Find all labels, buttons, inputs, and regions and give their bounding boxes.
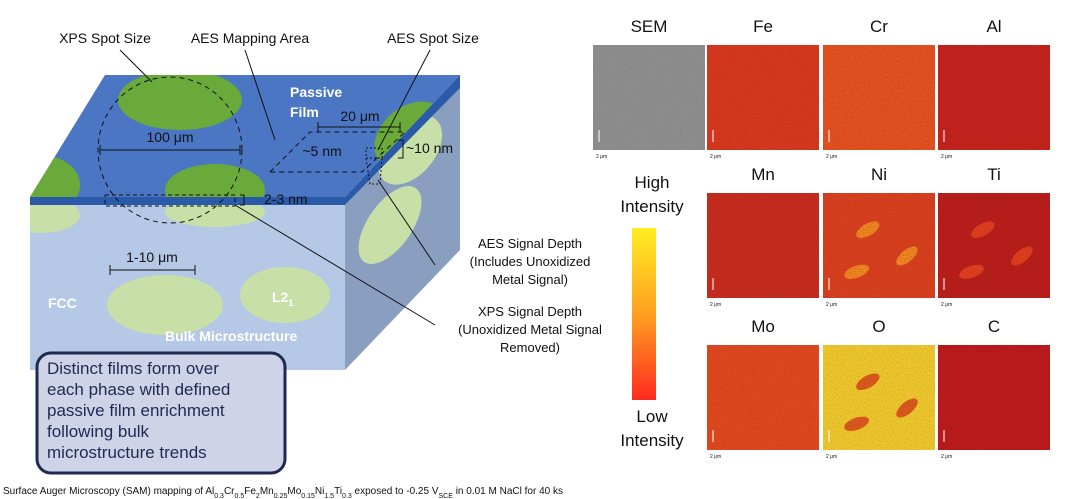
scale-label: 2 μm bbox=[941, 302, 952, 308]
caption-sub: 1.5 bbox=[324, 493, 334, 499]
colorbar-label: Intensity bbox=[620, 431, 684, 450]
map-texture bbox=[938, 45, 1050, 150]
map-label: Fe bbox=[753, 17, 773, 36]
caption-text: Surface Auger Microscopy (SAM) mapping o… bbox=[3, 486, 205, 497]
caption-sub: SCE bbox=[439, 493, 454, 499]
colorbar bbox=[632, 228, 656, 400]
colorbar-label: Low bbox=[636, 407, 668, 426]
note: AES Signal Depth bbox=[478, 236, 582, 251]
summary-box bbox=[35, 351, 287, 475]
map-texture bbox=[707, 345, 819, 450]
label: ~10 nm bbox=[406, 140, 453, 156]
caption-text: in 0.01 M NaCl for 40 ks bbox=[453, 486, 563, 497]
map-label: O bbox=[872, 317, 885, 336]
label: 1 bbox=[288, 298, 293, 308]
map-label: SEM bbox=[631, 17, 668, 36]
caption-text: Cr bbox=[224, 486, 235, 497]
map-label: Ti bbox=[987, 165, 1001, 184]
maps: High Intensity Low Intensity SEM 2 μm Fe 2 μm Cr… bbox=[593, 17, 1050, 460]
label: XPS Spot Size bbox=[59, 30, 151, 46]
label: Film bbox=[290, 104, 319, 120]
label: 100 μm bbox=[147, 129, 194, 145]
label: Bulk Microstructure bbox=[165, 328, 297, 344]
caption-sub: 0.5 bbox=[235, 493, 245, 499]
map-label: C bbox=[988, 317, 1000, 336]
label: 20 μm bbox=[340, 108, 379, 124]
summary-line: following bulk bbox=[47, 422, 150, 441]
label: Passive bbox=[290, 84, 342, 100]
note: Metal Signal) bbox=[492, 272, 568, 287]
map-label: Mn bbox=[751, 165, 775, 184]
caption-sub: 0.3 bbox=[214, 493, 224, 499]
caption-text: Fe bbox=[244, 486, 256, 497]
summary-line: each phase with defined bbox=[47, 380, 230, 399]
scale-label: 2 μm bbox=[710, 302, 721, 308]
scale-label: 2 μm bbox=[826, 154, 837, 160]
label: 1-10 μm bbox=[126, 249, 178, 265]
note: XPS Signal Depth bbox=[478, 304, 582, 319]
caption-text: Mo bbox=[287, 486, 301, 497]
note: (Unoxidized Metal Signal bbox=[458, 322, 602, 337]
label: ~5 nm bbox=[302, 143, 341, 159]
scale-label: 2 μm bbox=[826, 454, 837, 460]
caption-text: Ti bbox=[334, 486, 342, 497]
map-label: Ni bbox=[871, 165, 887, 184]
colorbar-label: Intensity bbox=[620, 197, 684, 216]
label: 2-3 nm bbox=[264, 191, 308, 207]
label: FCC bbox=[48, 295, 77, 311]
map-label: Mo bbox=[751, 317, 775, 336]
label: L21 bbox=[272, 289, 293, 308]
map-texture bbox=[707, 45, 819, 150]
scale-label: 2 μm bbox=[710, 154, 721, 160]
caption-sub: 0.25 bbox=[274, 493, 288, 499]
map-texture bbox=[823, 45, 935, 150]
scale-label: 2 μm bbox=[596, 154, 607, 160]
scale-label: 2 μm bbox=[941, 454, 952, 460]
map-texture bbox=[938, 193, 1050, 298]
block bbox=[30, 49, 460, 370]
caption-sub: 0.15 bbox=[301, 493, 315, 499]
map-label: Cr bbox=[870, 17, 888, 36]
note: Removed) bbox=[500, 340, 560, 355]
caption-text: exposed to -0.25 V bbox=[352, 486, 439, 497]
depth-notes: AES Signal Depth (Includes Unoxidized Meta… bbox=[458, 236, 602, 355]
label: AES Mapping Area bbox=[191, 30, 310, 46]
caption: Surface Auger Microscopy (SAM) mapping o… bbox=[3, 486, 563, 499]
colorbar-label: High bbox=[635, 173, 670, 192]
label: L2 bbox=[272, 289, 289, 305]
note: (Includes Unoxidized bbox=[470, 254, 591, 269]
scale-label: 2 μm bbox=[710, 454, 721, 460]
map-label: Al bbox=[986, 17, 1001, 36]
summary-line: passive film enrichment bbox=[47, 401, 225, 420]
caption-text: Al bbox=[205, 486, 214, 497]
summary: Distinct films form over each phase with … bbox=[47, 359, 230, 462]
caption-text: Ni bbox=[315, 486, 324, 497]
caption-sub: 2 bbox=[256, 493, 260, 499]
summary-line: microstructure trends bbox=[47, 443, 207, 462]
map-texture bbox=[938, 345, 1050, 450]
map-texture bbox=[593, 45, 705, 150]
label: AES Spot Size bbox=[387, 30, 479, 46]
map-texture bbox=[823, 193, 935, 298]
map-texture bbox=[823, 345, 935, 450]
summary-line: Distinct films form over bbox=[47, 359, 219, 378]
caption-sub: 0.3 bbox=[342, 493, 352, 499]
scale-label: 2 μm bbox=[826, 302, 837, 308]
map-texture bbox=[707, 193, 819, 298]
scale-label: 2 μm bbox=[941, 154, 952, 160]
caption-text: Mn bbox=[260, 486, 274, 497]
